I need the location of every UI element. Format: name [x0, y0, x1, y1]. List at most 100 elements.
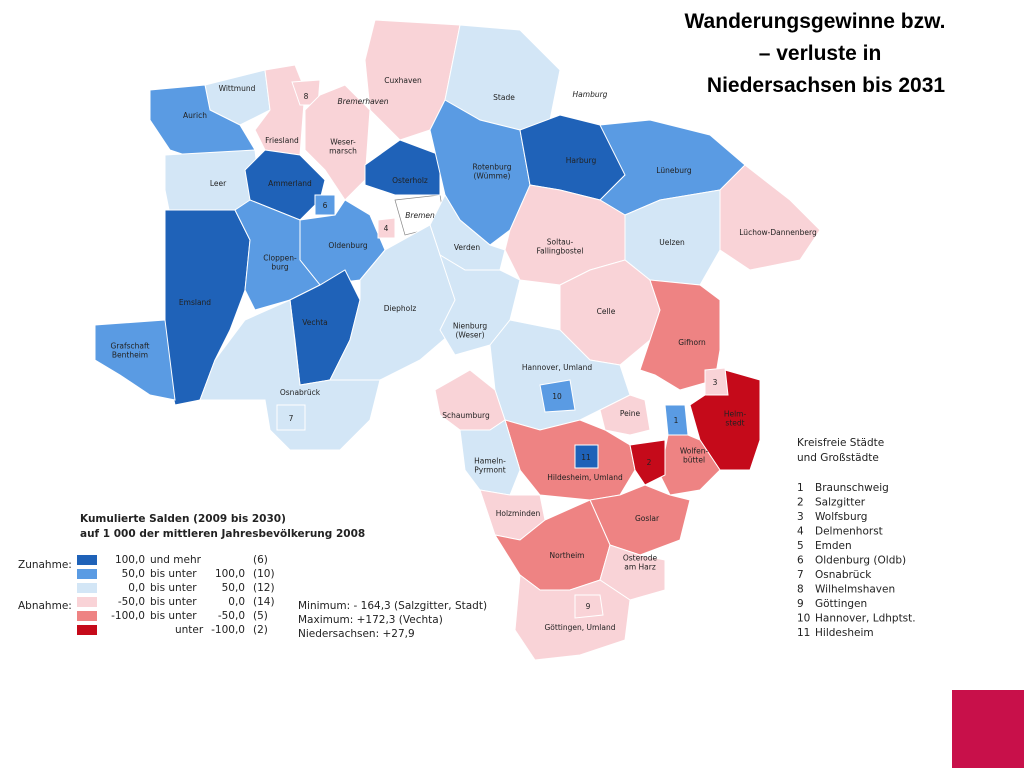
legend-op: bis unter	[150, 596, 197, 608]
city-name: Hannover, Ldhptst.	[815, 613, 916, 625]
region	[574, 444, 599, 469]
title: Niedersachsen bis 2031	[707, 74, 945, 97]
region	[629, 439, 666, 486]
city-number: 5	[797, 540, 804, 552]
region	[459, 419, 521, 496]
region	[94, 319, 176, 401]
region-label: Grafschaft	[111, 342, 150, 351]
region-label: Osterode	[623, 554, 658, 563]
legend-swatch	[77, 583, 97, 593]
city-name: Emden	[815, 540, 852, 552]
title: – verluste in	[759, 42, 882, 65]
legend-swatch	[77, 611, 97, 621]
legend-title: auf 1 000 der mittleren Jahresbevölkerun…	[80, 528, 365, 540]
region	[377, 217, 396, 239]
legend-count: (6)	[253, 554, 268, 566]
region	[719, 164, 821, 271]
region-label: Uelzen	[659, 238, 685, 247]
city-number: 8	[797, 584, 804, 596]
region	[539, 379, 576, 413]
city-number: 9	[797, 598, 804, 610]
cities-title: Kreisfreie Städte	[797, 437, 884, 449]
region	[276, 404, 306, 431]
region-label: Fallingbostel	[537, 247, 584, 256]
legend-swatch	[77, 597, 97, 607]
place-label: Bremerhaven	[337, 97, 388, 106]
region-label: Weser-	[330, 138, 356, 147]
legend-stat: Niedersachsen: +27,9	[298, 628, 415, 640]
region	[429, 99, 531, 246]
region	[329, 224, 461, 381]
legend-to: -50,0	[218, 610, 245, 622]
city-name: Göttingen	[815, 598, 867, 610]
legend-stat: Maximum: +172,3 (Vechta)	[298, 614, 443, 626]
region-label: Bentheim	[112, 351, 148, 360]
region-label: stedt	[725, 419, 744, 428]
region-label: Celle	[597, 307, 616, 316]
legend-to: -100,0	[211, 624, 245, 636]
region-label: 4	[384, 224, 389, 233]
region-label: Wittmund	[219, 84, 256, 93]
city-number: 11	[797, 627, 810, 639]
region-label: 10	[552, 392, 562, 401]
city-number: 3	[797, 511, 804, 523]
region-label: büttel	[683, 456, 705, 465]
city-name: Wilhelmshaven	[815, 584, 895, 596]
city-number: 4	[797, 526, 804, 538]
city-number: 10	[797, 613, 810, 625]
legend-from: 100,0	[115, 554, 145, 566]
city-name: Wolfsburg	[815, 511, 867, 523]
legend-stat: Minimum: - 164,3 (Salzgitter, Stadt)	[298, 600, 487, 612]
region-label: Wolfen-	[680, 447, 709, 456]
place-label: Hamburg	[573, 90, 608, 99]
legend-op: bis unter	[150, 610, 197, 622]
region-label: Lüneburg	[656, 166, 692, 175]
legend-from: 0,0	[128, 582, 145, 594]
legend-to: 50,0	[222, 582, 245, 594]
region-label: 9	[586, 602, 591, 611]
region	[704, 367, 729, 396]
region	[364, 139, 441, 196]
legend-count: (14)	[253, 596, 275, 608]
region	[244, 149, 326, 221]
region-label: am Harz	[624, 563, 656, 572]
region-label: Aurich	[183, 111, 207, 120]
legend-group: Abnahme:	[18, 600, 72, 612]
title: Wanderungsgewinne bzw.	[685, 10, 946, 33]
region	[314, 194, 336, 216]
region-label: Verden	[454, 243, 480, 252]
region-label: Cuxhaven	[384, 76, 422, 85]
region-label: Gifhorn	[678, 338, 706, 347]
city-name: Delmenhorst	[815, 526, 883, 538]
legend-op: und mehr	[150, 554, 202, 566]
city-name: Hildesheim	[815, 627, 874, 639]
region-label: Schaumburg	[442, 411, 490, 420]
region-label: (Wümme)	[474, 172, 511, 181]
region-label: Emsland	[179, 298, 211, 307]
region-label: Soltau-	[547, 238, 574, 247]
region-label: 1	[674, 416, 679, 425]
legend-to: 100,0	[215, 568, 245, 580]
cities-title: und Großstädte	[797, 452, 879, 464]
region-label: 2	[647, 458, 652, 467]
legend-count: (12)	[253, 582, 275, 594]
legend-swatch	[77, 625, 97, 635]
region-label: Stade	[493, 93, 515, 102]
legend-group: Zunahme:	[18, 559, 72, 571]
legend-count: (10)	[253, 568, 275, 580]
region-label: Goslar	[635, 514, 660, 523]
city-name: Oldenburg (Oldb)	[815, 555, 906, 567]
region-label: Rotenburg	[473, 163, 512, 172]
city-number: 6	[797, 555, 804, 567]
legend-to: 0,0	[228, 596, 245, 608]
region-label: Hameln-	[474, 457, 506, 466]
region-label: Northeim	[550, 551, 585, 560]
region-label: 3	[713, 378, 718, 387]
region-label: burg	[271, 263, 288, 272]
region-label: 11	[581, 453, 591, 462]
region-label: Oldenburg	[328, 241, 368, 250]
region-label: marsch	[329, 147, 357, 156]
region-label: Nienburg	[453, 322, 488, 331]
